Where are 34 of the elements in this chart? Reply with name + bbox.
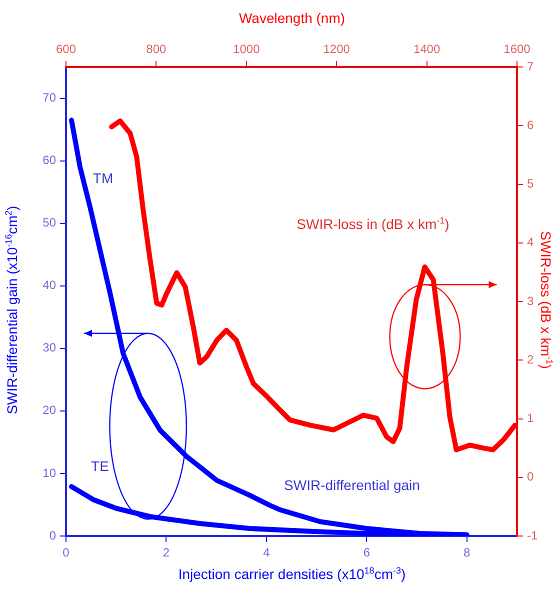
- y2-tick-label: 0: [527, 470, 534, 484]
- x2-tick-label: 600: [56, 42, 76, 56]
- y2-tick-label: 1: [527, 411, 534, 426]
- annotation: SWIR-differential gain: [284, 477, 420, 493]
- x2-axis-title: Wavelength (nm): [238, 10, 346, 26]
- y2-tick-label: 5: [527, 176, 534, 191]
- y-tick-label: 70: [42, 90, 56, 105]
- x2-tick-label: 1000: [233, 42, 260, 56]
- annotation: TM: [92, 170, 114, 186]
- y2-tick-label: 7: [527, 59, 534, 74]
- y2-tick-label: 2: [527, 352, 534, 366]
- x2-tick-label: 1200: [323, 42, 350, 56]
- x2-tick-label: 1600: [504, 42, 531, 56]
- x-tick-label: 6: [363, 546, 370, 560]
- annotation: TE: [91, 458, 109, 474]
- x-tick-label: 0: [62, 546, 70, 560]
- x-axis-title: Injection carrier densities (x10$^{18}$cm$^{-3}$): [178, 565, 406, 582]
- y2-tick-label: -1: [527, 528, 538, 542]
- y-tick-label: 60: [42, 153, 56, 168]
- x-tick-label: 2: [162, 546, 170, 560]
- y2-tick-label: 6: [527, 118, 534, 132]
- x-tick-label: 8: [464, 546, 471, 560]
- y-tick-label: 0: [49, 528, 56, 542]
- y-tick-label: 50: [42, 216, 56, 230]
- y-tick-label: 10: [42, 466, 56, 480]
- y2-tick-label: 4: [527, 235, 534, 250]
- y-tick-label: 20: [42, 403, 56, 418]
- x2-tick-label: 800: [146, 42, 167, 56]
- y2-tick-label: 3: [527, 294, 534, 308]
- y-tick-label: 30: [42, 340, 56, 355]
- x2-tick-label: 1400: [413, 42, 440, 56]
- x-tick-label: 4: [263, 546, 270, 560]
- annotation: SWIR-loss in (dB x km$^{-1}$): [296, 215, 450, 232]
- y-tick-label: 40: [42, 278, 56, 292]
